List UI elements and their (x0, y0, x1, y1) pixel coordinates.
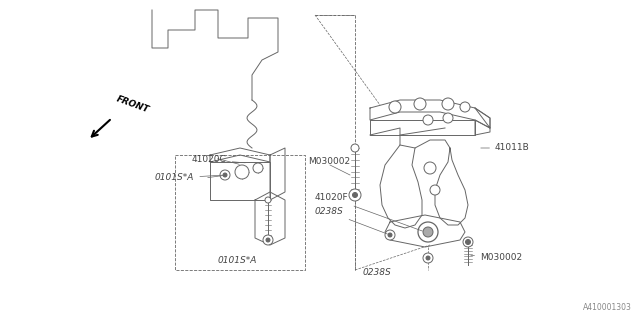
Circle shape (223, 173, 227, 177)
Circle shape (418, 222, 438, 242)
Circle shape (388, 233, 392, 237)
Text: 0238S: 0238S (315, 207, 387, 234)
Circle shape (430, 185, 440, 195)
Text: 0101S*A: 0101S*A (218, 256, 257, 265)
Text: M030002: M030002 (471, 253, 522, 262)
Text: A410001303: A410001303 (583, 303, 632, 312)
Circle shape (424, 228, 432, 236)
Circle shape (442, 98, 454, 110)
Circle shape (349, 189, 361, 201)
Text: FRONT: FRONT (115, 95, 150, 115)
Text: M030002: M030002 (308, 157, 350, 166)
Circle shape (351, 144, 359, 152)
Circle shape (389, 101, 401, 113)
Circle shape (423, 115, 433, 125)
Circle shape (464, 238, 472, 246)
Text: 0238S: 0238S (363, 268, 392, 277)
Circle shape (426, 256, 430, 260)
Text: 0101S*A: 0101S*A (155, 173, 222, 182)
Circle shape (423, 227, 433, 237)
Circle shape (220, 170, 230, 180)
Circle shape (463, 237, 473, 247)
Circle shape (424, 162, 436, 174)
Circle shape (263, 235, 273, 245)
Circle shape (353, 193, 358, 197)
Circle shape (385, 230, 395, 240)
Text: 41020C: 41020C (192, 156, 245, 164)
Circle shape (265, 197, 271, 203)
Circle shape (266, 238, 270, 242)
Circle shape (420, 224, 436, 240)
Circle shape (235, 165, 249, 179)
Circle shape (465, 239, 470, 244)
Circle shape (460, 102, 470, 112)
Circle shape (443, 113, 453, 123)
Text: 41011B: 41011B (481, 143, 530, 153)
Circle shape (423, 253, 433, 263)
Text: 41020F: 41020F (315, 194, 422, 231)
Circle shape (253, 163, 263, 173)
Circle shape (414, 98, 426, 110)
